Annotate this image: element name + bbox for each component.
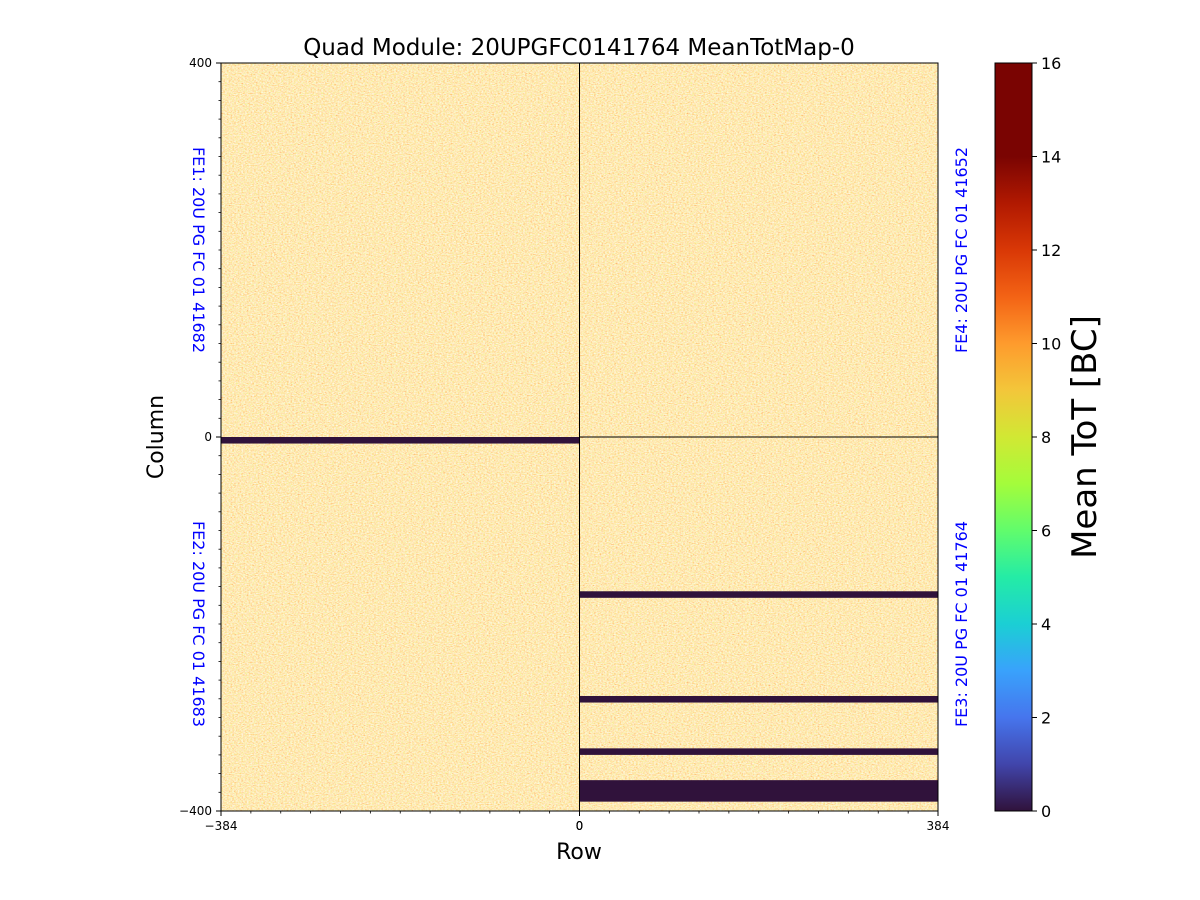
heatmap-quadrant-fe4 xyxy=(579,63,938,437)
x-tick-label: 0 xyxy=(576,819,584,833)
x-tick-label: 0 xyxy=(576,819,584,833)
x-tick-label: −384 xyxy=(205,819,238,833)
colorbar-tick-label: 10 xyxy=(1041,335,1061,354)
y-tick-label: 0 xyxy=(204,430,212,444)
fe-label-fe1: FE1: 20U PG FC 01 41682 xyxy=(189,147,208,353)
fe-label-fe2: FE2: 20U PG FC 01 41683 xyxy=(189,521,208,727)
fe-label-fe3: FE3: 20U PG FC 01 41764 xyxy=(952,521,971,727)
y-tick-label: 400 xyxy=(189,56,212,70)
y-tick-label: −400 xyxy=(179,804,212,818)
colorbar xyxy=(994,62,1033,812)
colorbar-tick-label: 4 xyxy=(1041,615,1051,634)
chart-title: Quad Module: 20UPGFC0141764 MeanTotMap-0 xyxy=(303,35,855,61)
colorbar-tick-label: 2 xyxy=(1041,709,1051,728)
dead-band xyxy=(579,780,938,802)
colorbar-tick-label: 12 xyxy=(1041,241,1061,260)
colorbar-tick-label: 16 xyxy=(1041,54,1061,73)
dead-band xyxy=(579,591,938,598)
x-tick-label: 384 xyxy=(927,819,950,833)
colorbar-tick-label: 6 xyxy=(1041,522,1051,541)
dead-band xyxy=(579,695,938,703)
colorbar-tick-label: 8 xyxy=(1041,428,1051,447)
x-axis-label: Row xyxy=(556,840,602,865)
fe-label-fe4: FE4: 20U PG FC 01 41652 xyxy=(952,147,971,353)
colorbar-tick-label: 0 xyxy=(1041,802,1051,821)
dead-band xyxy=(221,437,580,444)
colorbar-tick-label: 14 xyxy=(1041,148,1061,167)
y-axis-label: Column xyxy=(144,395,169,479)
dead-band xyxy=(579,748,938,755)
heatmap-quadrant-fe3 xyxy=(579,437,938,811)
heatmap-quadrant-fe1 xyxy=(221,63,580,437)
colorbar-label: Mean ToT [BC] xyxy=(1065,315,1105,559)
heatmap-quadrant-fe2 xyxy=(221,437,580,811)
